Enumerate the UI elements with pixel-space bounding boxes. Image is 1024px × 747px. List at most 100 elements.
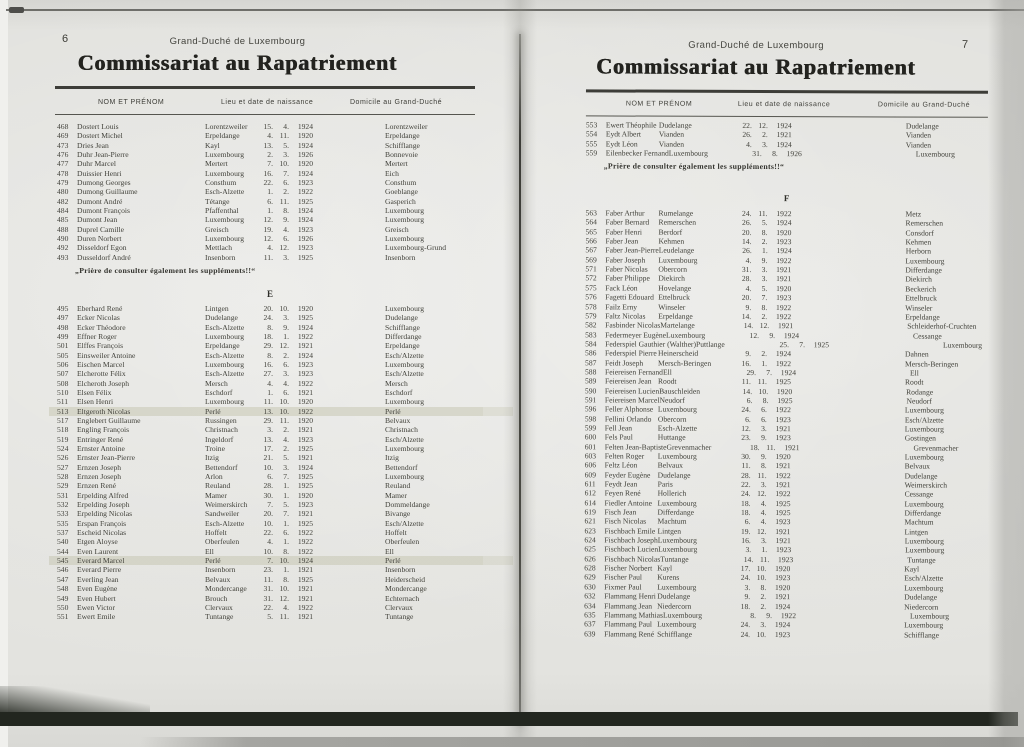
row-birthplace: Luxembourg [658, 255, 698, 265]
birth-year: 1923 [297, 243, 313, 253]
birth-day: 7. [267, 159, 273, 169]
row-birthdate: 3. 2. 1921 [257, 425, 313, 434]
birth-month: 5. [761, 283, 768, 293]
birth-day: 22. [742, 120, 752, 130]
row-birthplace: Oberfeulen [205, 537, 240, 547]
birth-month: 4. [760, 508, 767, 518]
row-birthdate: 1. 8. 1924 [257, 206, 313, 215]
row-birthplace: Esch-Alzette [205, 369, 245, 379]
birth-year: 1920 [297, 490, 313, 500]
row-name: Federspiel Gauthier (Walther) [605, 339, 697, 349]
birth-year: 1925 [297, 444, 313, 453]
row-birthplace: Niedercorn [657, 601, 692, 611]
birth-month: 8. [283, 546, 289, 556]
row-name: Flammang Paul [604, 619, 653, 629]
row-name: Felten Roger [604, 451, 645, 461]
birth-month: 5. [283, 140, 289, 150]
birth-month: 7. [283, 472, 289, 482]
row-name: Even Eugène [77, 584, 118, 594]
birth-month: 1. [283, 481, 289, 491]
birth-day: 9. [745, 302, 752, 312]
row-name: Fischbach Lucien [604, 544, 659, 555]
row-number: 606 [584, 460, 597, 470]
birth-year: 1922 [775, 470, 791, 480]
row-number: 480 [57, 187, 69, 197]
row-birthdate: 22. 6. 1922 [257, 528, 314, 538]
page-6-blocks: 468 Dostert Louis Lorentzweiler 15. 4. 1924 Lo… [57, 122, 483, 622]
row-number: 553 [585, 120, 598, 130]
left-page-edge [0, 0, 8, 747]
birth-day: 22. [263, 602, 274, 612]
birth-month: 6. [283, 359, 289, 369]
row-domicile: Tuntange [907, 555, 936, 565]
publisher-line: Grand-Duché de Luxembourg [688, 39, 825, 52]
birth-day: 28. [741, 274, 752, 284]
row-birthplace: Luxembourg [657, 404, 697, 415]
table-row: 508 Elcheroth Joseph Mersch 4. 4. 1922 Mersch [57, 379, 483, 388]
row-number: 611 [584, 479, 596, 489]
row-birthplace: Luxembourg [657, 582, 697, 592]
table-row: 548 Even Eugène Mondercange 31. 10. 1921 Monde… [57, 584, 483, 593]
table-row: 529 Ernzen René Reuland 28. 1. 1925 Reuland [57, 481, 483, 490]
row-number: 555 [585, 139, 598, 149]
row-number: 579 [585, 311, 597, 321]
row-domicile: Luxembourg [385, 444, 425, 453]
birth-year: 1924 [297, 556, 313, 566]
table-row: 478 Duissier Henri Luxembourg 16. 7. 1924 Eich [57, 169, 483, 178]
row-number: 549 [57, 593, 69, 603]
row-birthdate: 20. 7. 1921 [257, 509, 314, 518]
column-header-domicile: Domicile au Grand-Duché [350, 99, 443, 106]
row-birthdate: 8. 9. 1922 [740, 611, 796, 621]
row-number: 575 [585, 283, 597, 293]
table-row: 639 Flammang René Schifflange 24. 10. 1923 Sch… [584, 629, 986, 640]
table-row: 488 Duprel Camille Greisch 19. 4. 1923 Greisch [57, 225, 483, 234]
row-birthplace: Obercorn [657, 414, 687, 424]
birth-day: 21. [263, 453, 274, 463]
birth-month: 8. [761, 302, 768, 312]
row-birthdate: 9. 8. 1922 [735, 302, 792, 312]
birth-day: 22. [263, 528, 274, 538]
row-name: Dostert Michel [77, 131, 123, 141]
row-domicile: Belvaux [904, 461, 931, 471]
birth-year: 1926 [297, 150, 313, 160]
table-row: 468 Dostert Louis Lorentzweiler 15. 4. 1924 Lo… [57, 122, 483, 131]
row-number: 591 [584, 395, 597, 405]
row-domicile: Dudelange [385, 313, 418, 323]
row-name: Elffes François [77, 341, 124, 351]
row-number: 544 [57, 546, 69, 556]
row-birthplace: Ingeldorf [205, 434, 234, 444]
birth-day: 14. [743, 321, 754, 331]
birth-month: 3. [761, 265, 768, 275]
row-number: 476 [57, 150, 69, 160]
birth-day: 10. [263, 462, 274, 472]
page-6: 6 Grand-Duché de Luxembourg Commissariat… [0, 0, 505, 747]
column-header-name: NOM ET PRÉNOM [98, 99, 165, 106]
birth-day: 4. [267, 131, 273, 141]
row-domicile: Luxembourg [904, 452, 944, 462]
table-row: 559 Eilenbecker Fernand Luxembourg 31. 8. 192… [586, 148, 988, 159]
birth-day: 4. [267, 243, 273, 253]
birth-day: 18. [740, 601, 751, 611]
row-birthdate: 19. 12. 1921 [734, 527, 791, 537]
birth-year: 1923 [297, 369, 313, 379]
birth-year: 1922 [780, 610, 797, 620]
birth-day: 3. [745, 545, 752, 555]
table-row: 511 Elsen Henri Luxembourg 11. 10. 1920 Luxemb… [57, 397, 483, 406]
row-domicile: Mondercange [385, 584, 427, 594]
row-birthplace: Belvaux [657, 460, 684, 471]
birth-year: 1920 [297, 131, 313, 141]
row-name: Failz Erny [605, 301, 638, 312]
row-birthdate: 29. 11. 1920 [257, 416, 314, 425]
row-name: Engling François [77, 425, 130, 435]
row-number: 624 [584, 535, 596, 545]
birth-year: 1921 [776, 274, 792, 284]
row-number: 495 [57, 303, 69, 313]
row-number: 637 [584, 619, 596, 629]
row-name: Feller Alphonse [604, 404, 654, 414]
row-domicile: Itzig [385, 453, 399, 463]
header-rule [585, 115, 988, 118]
row-number: 550 [57, 602, 69, 612]
table-row: 490 Duren Norbert Luxembourg 12. 6. 1926 Luxem… [57, 234, 483, 243]
birth-year: 1923 [776, 237, 792, 247]
birth-month: 10. [756, 564, 767, 574]
